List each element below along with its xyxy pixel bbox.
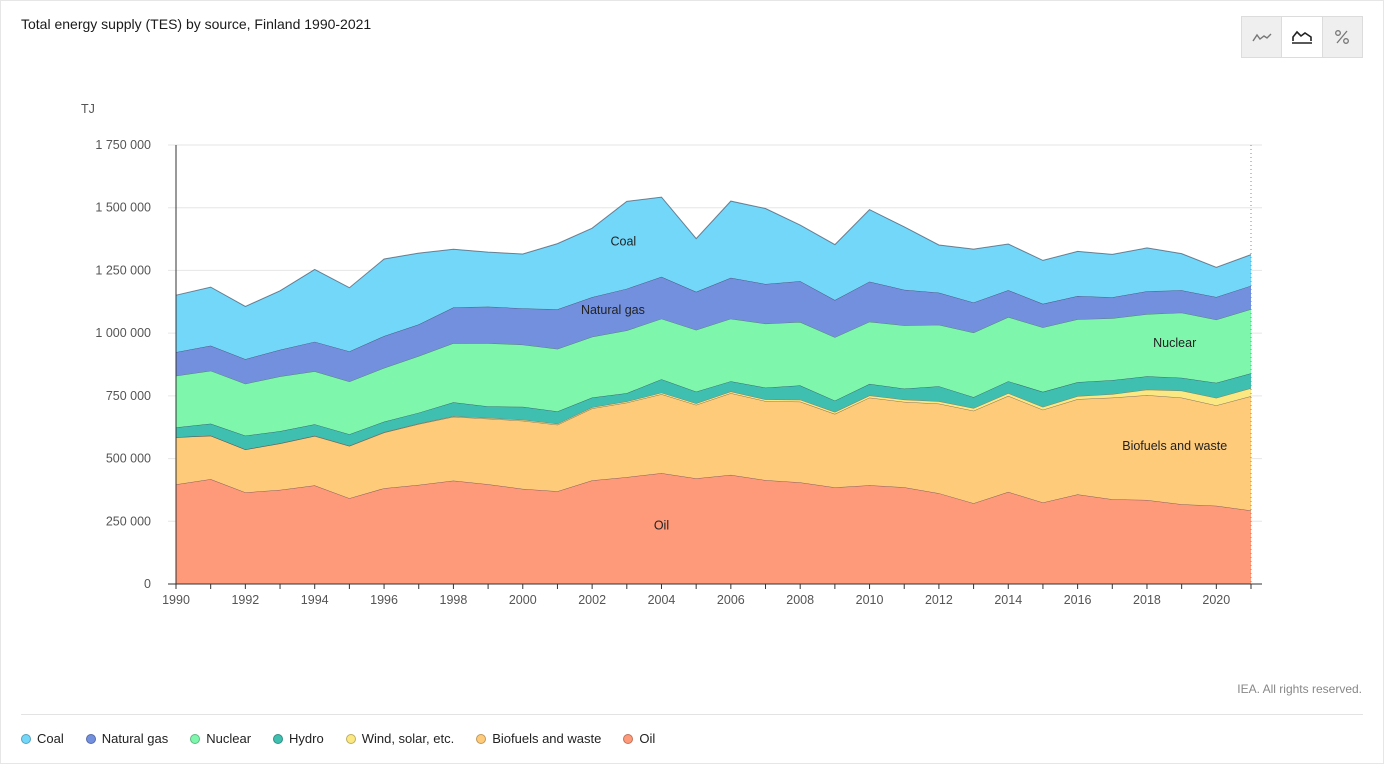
legend-item-hydro[interactable]: Hydro (273, 731, 324, 746)
legend-label: Coal (37, 731, 64, 746)
legend-label: Wind, solar, etc. (361, 731, 455, 746)
legend-item-natural-gas[interactable]: Natural gas (85, 731, 169, 746)
y-tick-label: 1 000 000 (95, 326, 151, 340)
line-view-button[interactable] (1242, 17, 1282, 57)
x-tick-label: 2010 (856, 593, 884, 607)
x-tick-label: 2018 (1133, 593, 1161, 607)
area-natural-gas (176, 276, 1251, 384)
legend-divider (21, 714, 1363, 715)
legend-swatch (623, 733, 634, 744)
area-label-natural-gas: Natural gas (581, 303, 645, 317)
legend-label: Nuclear (206, 731, 252, 746)
area-coal (176, 197, 1251, 360)
percent-icon (1335, 30, 1350, 44)
legend-swatch (85, 733, 96, 744)
x-tick-label: 2020 (1202, 593, 1230, 607)
area-nuclear (176, 309, 1251, 436)
area-hydro (176, 373, 1251, 450)
y-tick-label: 250 000 (106, 514, 151, 528)
area-label-coal: Coal (610, 234, 636, 248)
y-tick-label: 1 250 000 (95, 263, 151, 277)
x-tick-label: 2014 (994, 593, 1022, 607)
chart-view-toggle (1241, 16, 1363, 58)
area-label-nuclear: Nuclear (1153, 336, 1196, 350)
x-tick-label: 2004 (648, 593, 676, 607)
x-tick-label: 2002 (578, 593, 606, 607)
stacked-area-chart: 0 250 000 500 000 750 000 1 000 000 1 250 000… (81, 102, 1262, 607)
legend-label: Biofuels and waste (492, 731, 602, 746)
area-label-oil: Oil (654, 518, 669, 532)
legend-label: Oil (639, 731, 656, 746)
legend-item-biofuels-and-waste[interactable]: Biofuels and waste (476, 731, 601, 746)
legend-item-nuclear[interactable]: Nuclear (190, 731, 251, 746)
area-label-biofuels-and-waste: Biofuels and waste (1122, 439, 1227, 453)
x-tick-label: 2016 (1064, 593, 1092, 607)
legend-swatch (476, 733, 487, 744)
legend-item-coal[interactable]: Coal (21, 731, 64, 746)
x-tick-label: 1994 (301, 593, 329, 607)
chart-title: Total energy supply (TES) by source, Fin… (21, 16, 372, 32)
legend-item-wind-solar-etc[interactable]: Wind, solar, etc. (345, 731, 455, 746)
x-tick-label: 2000 (509, 593, 537, 607)
legend-swatch (21, 733, 31, 744)
area-biofuels-and-waste (176, 393, 1251, 511)
y-tick-label: 1 750 000 (95, 138, 151, 152)
area-wind-solar-etc (176, 388, 1251, 450)
x-tick-label: 2008 (786, 593, 814, 607)
percent-view-button[interactable] (1321, 17, 1362, 57)
chart-legend: Coal Natural gas Nuclear Hydro Wind, solar, … (21, 731, 655, 746)
area-view-button[interactable] (1281, 17, 1322, 57)
legend-swatch (345, 733, 356, 744)
x-tick-label: 1996 (370, 593, 398, 607)
area-chart-icon (1291, 30, 1312, 44)
x-tick-label: 1992 (231, 593, 259, 607)
x-tick-label: 2006 (717, 593, 745, 607)
y-axis-unit: TJ (81, 102, 95, 116)
copyright-note: IEA. All rights reserved. (1237, 682, 1362, 696)
area-edge-coal (175, 196, 1252, 307)
legend-label: Hydro (289, 731, 324, 746)
legend-swatch (190, 733, 201, 744)
legend-item-oil[interactable]: Oil (623, 731, 655, 746)
x-tick-label: 1990 (162, 593, 190, 607)
y-tick-label: 500 000 (106, 452, 151, 466)
x-tick-label: 1998 (440, 593, 468, 607)
y-tick-label: 750 000 (106, 389, 151, 403)
line-chart-icon (1252, 33, 1272, 42)
y-tick-label: 1 500 000 (95, 201, 151, 215)
legend-swatch (273, 733, 284, 744)
legend-label: Natural gas (101, 731, 169, 746)
x-tick-label: 2012 (925, 593, 953, 607)
y-tick-label: 0 (144, 577, 151, 591)
